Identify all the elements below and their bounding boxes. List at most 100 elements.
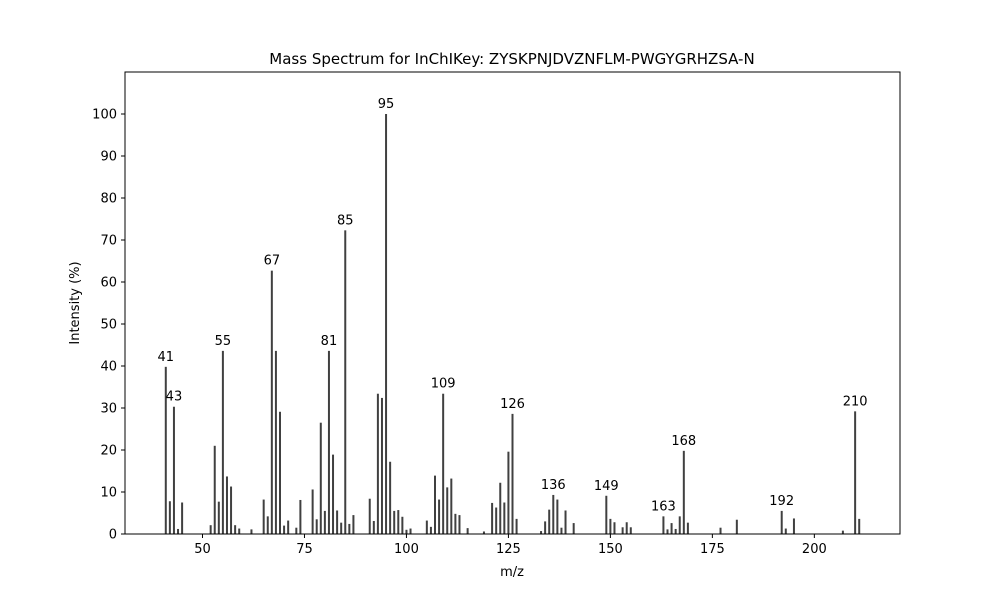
peak-bar (217, 501, 220, 534)
y-tick-label: 50 (100, 318, 117, 333)
peak-bar (666, 529, 669, 534)
peak-label: 109 (431, 377, 456, 392)
peak-bar (511, 413, 514, 534)
peak-bar (854, 411, 857, 534)
peak-bar (544, 521, 547, 534)
peak-label: 192 (769, 494, 794, 509)
peak-bar (225, 476, 228, 534)
x-axis: 50 75 100 125 150 175 200 (194, 534, 827, 557)
peak-bar (434, 475, 436, 534)
y-tick-label: 80 (100, 192, 117, 207)
peak-bar (323, 510, 326, 534)
peak-bar (385, 114, 388, 534)
peak-label: 163 (651, 499, 676, 514)
peak-bar (389, 461, 392, 534)
peak-bar (450, 478, 453, 534)
peak-label: 81 (321, 334, 338, 349)
peak-bar (454, 513, 457, 534)
peak-bar (279, 411, 281, 534)
peak-bar (735, 519, 738, 534)
peak-bar (621, 527, 624, 534)
peak-bar (332, 454, 335, 534)
peak-bar (238, 528, 241, 534)
bars-layer (164, 114, 861, 534)
x-tick-label: 200 (802, 542, 827, 557)
peak-bar (482, 531, 485, 534)
peak-bar (340, 522, 343, 534)
peak-bar (380, 397, 383, 534)
y-axis: 0 10 20 30 40 50 60 70 80 90 100 (92, 108, 125, 543)
peak-bar (429, 526, 432, 534)
peak-bar (401, 516, 404, 534)
peak-bar (295, 527, 298, 534)
peak-label: 136 (541, 478, 566, 493)
peak-bar (515, 518, 518, 534)
peak-label: 43 (166, 390, 183, 405)
peak-bar (841, 530, 844, 534)
peak-bar (609, 518, 612, 534)
peak-bar (250, 529, 253, 534)
peak-bar (491, 502, 494, 534)
y-tick-label: 70 (100, 234, 117, 249)
y-tick-label: 20 (100, 444, 117, 459)
peak-bar (234, 525, 237, 534)
peak-bar (266, 516, 269, 534)
y-tick-label: 90 (100, 150, 117, 165)
chart-title: Mass Spectrum for InChIKey: ZYSKPNJDVZNF… (269, 50, 754, 68)
peak-bar (682, 450, 685, 534)
x-tick-label: 175 (700, 542, 725, 557)
peak-bar (230, 486, 233, 534)
y-tick-label: 100 (92, 108, 117, 123)
peak-bar (270, 270, 273, 534)
peak-bar (674, 528, 677, 534)
peak-label: 126 (500, 397, 525, 412)
peak-bar (792, 518, 795, 534)
peak-bar (372, 520, 375, 534)
peak-bar (858, 518, 861, 534)
peak-bar (629, 527, 632, 534)
peak-bar (556, 499, 559, 534)
peak-bar (172, 406, 175, 534)
peak-bar (548, 509, 551, 534)
peak-bar (540, 531, 543, 534)
peak-bar (287, 520, 290, 534)
peak-bar (274, 350, 277, 534)
peak-bar (348, 523, 351, 534)
peak-bar (409, 528, 412, 534)
peak-bar (405, 529, 408, 534)
y-tick-label: 60 (100, 276, 117, 291)
x-tick-label: 50 (194, 542, 211, 557)
peak-bar (181, 502, 184, 534)
peak-bar (670, 523, 673, 534)
peak-bar (344, 230, 347, 534)
peak-bar (662, 516, 665, 534)
peak-bar (613, 522, 616, 534)
peak-bar (327, 350, 330, 534)
peak-label: 95 (378, 97, 395, 112)
peak-bar (458, 515, 461, 534)
peak-label: 67 (264, 254, 281, 269)
peak-bar (164, 366, 167, 534)
peak-label: 85 (337, 213, 354, 228)
peak-bar (503, 502, 506, 534)
peak-bar (560, 527, 563, 534)
peak-bar (315, 519, 318, 534)
y-tick-label: 30 (100, 402, 117, 417)
peak-bar (442, 393, 445, 534)
peak-bar (283, 525, 286, 534)
peak-bar (499, 482, 502, 534)
x-tick-label: 125 (496, 542, 521, 557)
x-tick-label: 100 (394, 542, 419, 557)
peak-bar (780, 510, 783, 534)
y-tick-label: 40 (100, 360, 117, 375)
peak-bar (564, 510, 567, 534)
peak-bar (625, 522, 628, 534)
peak-bar (311, 489, 314, 534)
peak-bar (177, 528, 180, 534)
peak-bar (213, 445, 216, 534)
peak-bar (262, 499, 265, 534)
peak-bar (393, 510, 396, 534)
peak-bar (368, 498, 371, 534)
